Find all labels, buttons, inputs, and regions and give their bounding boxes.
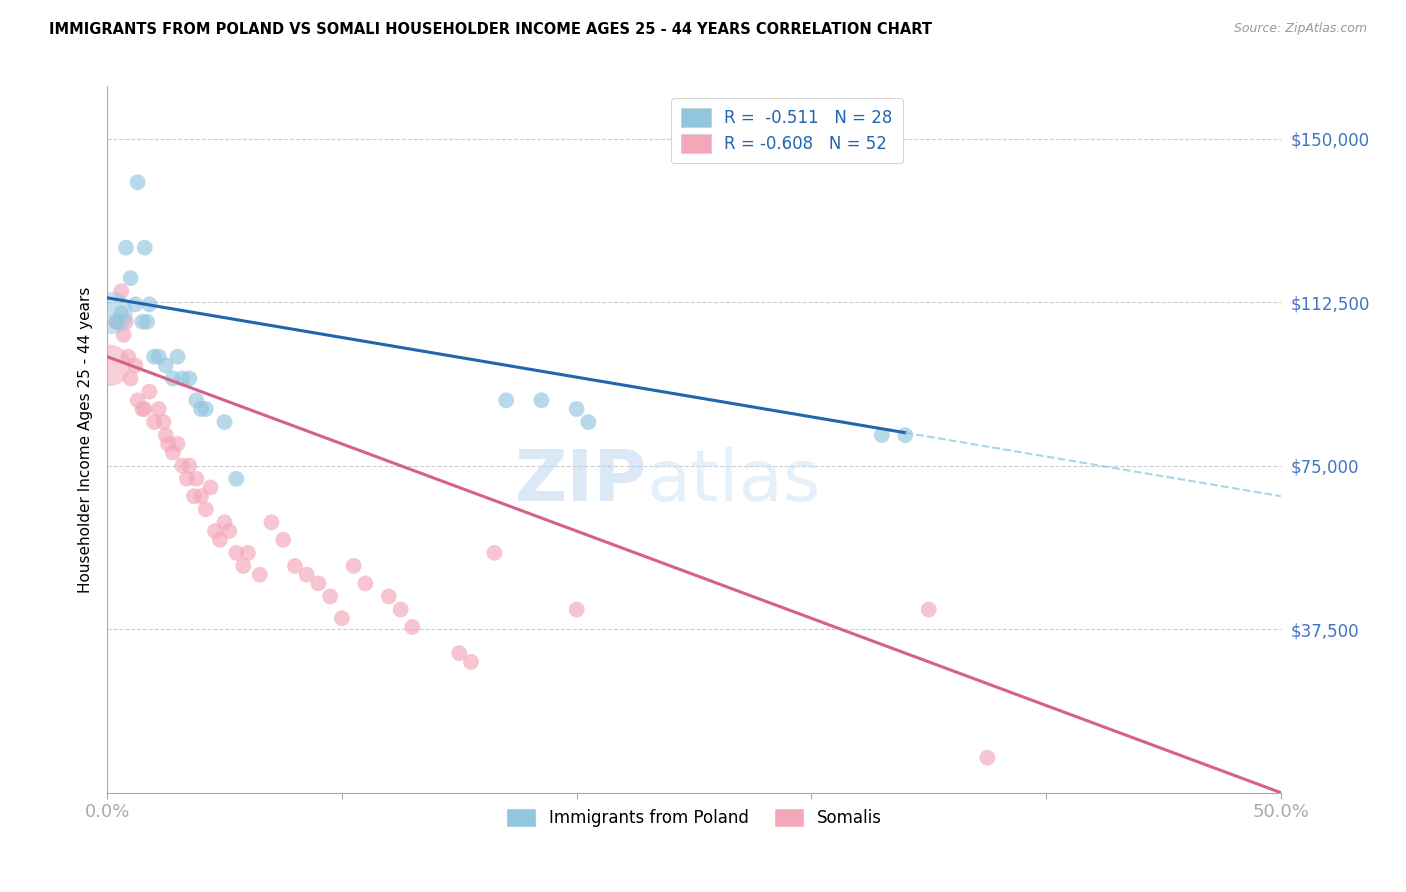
Point xyxy=(870,428,893,442)
Point xyxy=(976,751,998,765)
Point xyxy=(389,602,412,616)
Point xyxy=(179,458,201,473)
Point xyxy=(105,315,128,329)
Point xyxy=(307,576,329,591)
Point xyxy=(98,359,121,373)
Point xyxy=(112,327,135,342)
Point xyxy=(166,350,188,364)
Point xyxy=(576,415,599,429)
Point xyxy=(131,402,153,417)
Point xyxy=(565,402,588,417)
Point xyxy=(166,437,188,451)
Point xyxy=(134,241,156,255)
Y-axis label: Householder Income Ages 25 - 44 years: Householder Income Ages 25 - 44 years xyxy=(79,286,93,592)
Text: atlas: atlas xyxy=(647,448,821,516)
Point xyxy=(343,558,366,573)
Point xyxy=(148,350,170,364)
Text: IMMIGRANTS FROM POLAND VS SOMALI HOUSEHOLDER INCOME AGES 25 - 44 YEARS CORRELATI: IMMIGRANTS FROM POLAND VS SOMALI HOUSEHO… xyxy=(49,22,932,37)
Legend: Immigrants from Poland, Somalis: Immigrants from Poland, Somalis xyxy=(499,801,889,834)
Point xyxy=(127,393,149,408)
Point xyxy=(115,241,138,255)
Point xyxy=(155,359,177,373)
Point xyxy=(138,297,160,311)
Point xyxy=(176,472,198,486)
Point xyxy=(204,524,226,538)
Point xyxy=(225,472,247,486)
Point xyxy=(295,567,318,582)
Point xyxy=(894,428,917,442)
Point xyxy=(918,602,941,616)
Text: ZIP: ZIP xyxy=(515,448,647,516)
Point xyxy=(214,516,236,530)
Point xyxy=(354,576,377,591)
Point xyxy=(401,620,423,634)
Point xyxy=(186,393,208,408)
Point xyxy=(225,546,247,560)
Point xyxy=(249,567,271,582)
Point xyxy=(200,480,222,494)
Point xyxy=(124,297,146,311)
Point xyxy=(190,489,212,503)
Point xyxy=(131,315,153,329)
Point xyxy=(330,611,353,625)
Point xyxy=(214,415,236,429)
Point xyxy=(530,393,553,408)
Point xyxy=(136,315,159,329)
Point xyxy=(155,428,177,442)
Point xyxy=(172,371,194,385)
Point xyxy=(183,489,205,503)
Point xyxy=(120,371,142,385)
Point xyxy=(484,546,506,560)
Point xyxy=(194,402,217,417)
Point xyxy=(101,306,124,320)
Point xyxy=(162,445,184,459)
Point xyxy=(138,384,160,399)
Point xyxy=(115,315,138,329)
Point xyxy=(110,285,132,299)
Point xyxy=(143,350,166,364)
Point xyxy=(194,502,217,516)
Point xyxy=(127,175,149,189)
Point xyxy=(218,524,240,538)
Point xyxy=(271,533,294,547)
Point xyxy=(134,402,156,417)
Point xyxy=(460,655,482,669)
Point xyxy=(148,402,170,417)
Point xyxy=(208,533,231,547)
Point xyxy=(120,271,142,285)
Point xyxy=(179,371,201,385)
Point xyxy=(449,646,471,660)
Point xyxy=(152,415,174,429)
Point xyxy=(565,602,588,616)
Point xyxy=(232,558,254,573)
Point xyxy=(105,315,128,329)
Point xyxy=(110,306,132,320)
Point xyxy=(284,558,307,573)
Point xyxy=(124,359,146,373)
Point xyxy=(143,415,166,429)
Point xyxy=(190,402,212,417)
Text: Source: ZipAtlas.com: Source: ZipAtlas.com xyxy=(1233,22,1367,36)
Point xyxy=(495,393,517,408)
Point xyxy=(236,546,259,560)
Point xyxy=(162,371,184,385)
Point xyxy=(172,458,194,473)
Point xyxy=(319,590,342,604)
Point xyxy=(157,437,180,451)
Point xyxy=(186,472,208,486)
Point xyxy=(117,350,139,364)
Point xyxy=(378,590,401,604)
Point xyxy=(260,516,283,530)
